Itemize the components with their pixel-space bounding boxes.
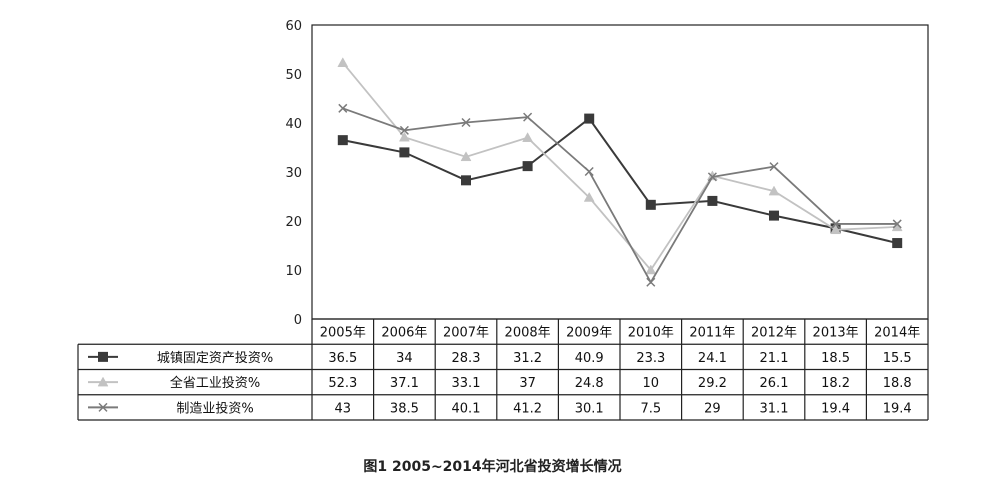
table-cell-value: 28.3 (452, 351, 481, 366)
table-cell-value: 29.2 (698, 376, 727, 391)
table-cell-value: 43 (335, 401, 352, 416)
table-cell-value: 21.1 (760, 351, 789, 366)
data-point (584, 113, 595, 124)
x-tick-label: 2007年 (443, 326, 489, 341)
data-point (337, 135, 348, 146)
y-tick-label: 20 (285, 215, 302, 230)
series-line (342, 117, 898, 245)
table-cell-value: 18.2 (821, 376, 850, 391)
data-point (398, 131, 410, 142)
line-chart: 0 10 20 30 40 50 60 2005年 2006年 2007年 2008年 2009年 20… (77, 19, 929, 421)
data-point (645, 199, 656, 210)
table-cell-value: 24.1 (698, 351, 727, 366)
table-cell-value: 19.4 (821, 401, 850, 416)
table-cell-value: 18.5 (821, 351, 850, 366)
table-cell-value: 36.5 (328, 351, 357, 366)
table-cell-value: 19.4 (883, 401, 912, 416)
series-line (342, 107, 898, 285)
table-cell-value: 37.1 (390, 376, 419, 391)
y-tick-label: 0 (294, 313, 302, 328)
x-tick-label: 2006年 (381, 326, 427, 341)
data-point (461, 175, 471, 186)
y-tick-label: 30 (285, 166, 302, 181)
legend-marker (97, 376, 109, 387)
data-point (707, 172, 717, 182)
table-cell-value: 10 (643, 376, 660, 391)
data-point (338, 103, 348, 113)
table-cell-value: 40.9 (575, 351, 604, 366)
data-point (583, 191, 595, 202)
data-point (768, 185, 780, 196)
x-tick-label: 2011年 (689, 326, 735, 341)
table-cell-value: 41.2 (513, 401, 542, 416)
legend-marker (98, 351, 108, 362)
legend-label: 制造业投资% (176, 400, 253, 416)
x-tick-label: 2014年 (874, 326, 920, 341)
x-tick-label: 2008年 (505, 326, 551, 341)
data-point (769, 162, 779, 172)
table-cell-value: 30.1 (575, 401, 604, 416)
table-cell-value: 34 (396, 351, 413, 366)
data-point (831, 219, 841, 229)
x-tick-label: 2013年 (813, 326, 859, 341)
data-point (461, 117, 471, 128)
x-tick-label: 2012年 (751, 326, 797, 341)
table-cell-value: 33.1 (452, 376, 481, 391)
table-cell-value: 29 (704, 401, 721, 416)
y-tick-label: 10 (285, 264, 302, 279)
plot-area (311, 24, 929, 320)
table-cell-value: 37 (519, 376, 536, 391)
x-tick-label: 2010年 (628, 326, 674, 341)
data-point (522, 161, 533, 172)
data-point (645, 264, 657, 275)
x-tick-label: 2005年 (320, 326, 366, 341)
table-cell-value: 31.1 (760, 401, 789, 416)
table-cell-value: 40.1 (452, 401, 481, 416)
y-tick-label: 60 (285, 19, 302, 34)
table-cell-value: 24.8 (575, 376, 604, 391)
data-point (460, 151, 472, 162)
data-point (892, 219, 902, 229)
table-cell-value: 23.3 (636, 351, 665, 366)
legend-marker (98, 402, 108, 412)
table-cell-value: 26.1 (760, 376, 789, 391)
table-cell-value: 52.3 (328, 376, 357, 391)
data-point (522, 132, 534, 142)
data-point (646, 277, 656, 287)
table-cell-value: 38.5 (390, 401, 419, 416)
table-cell-value: 18.8 (883, 376, 912, 391)
data-point (399, 125, 409, 135)
data-point (830, 224, 842, 235)
data-point (399, 147, 410, 158)
data-point (769, 210, 779, 221)
y-tick-label: 40 (285, 117, 302, 132)
data-point (523, 112, 533, 122)
table-cell-value: 31.2 (513, 351, 542, 366)
data-point (892, 238, 903, 249)
legend-label: 全省工业投资% (170, 375, 260, 391)
table-cell-value: 15.5 (883, 351, 912, 366)
x-tick-label: 2009年 (566, 326, 612, 341)
data-point (584, 166, 594, 177)
legend-label: 城镇固定资产投资% (157, 350, 273, 366)
data-point (337, 57, 349, 67)
data-point (707, 195, 718, 206)
figure-caption: 图1 2005~2014年河北省投资增长情况 (363, 459, 622, 475)
table-cell-value: 7.5 (640, 401, 661, 416)
series-line (342, 62, 898, 272)
y-tick-label: 50 (285, 68, 302, 83)
